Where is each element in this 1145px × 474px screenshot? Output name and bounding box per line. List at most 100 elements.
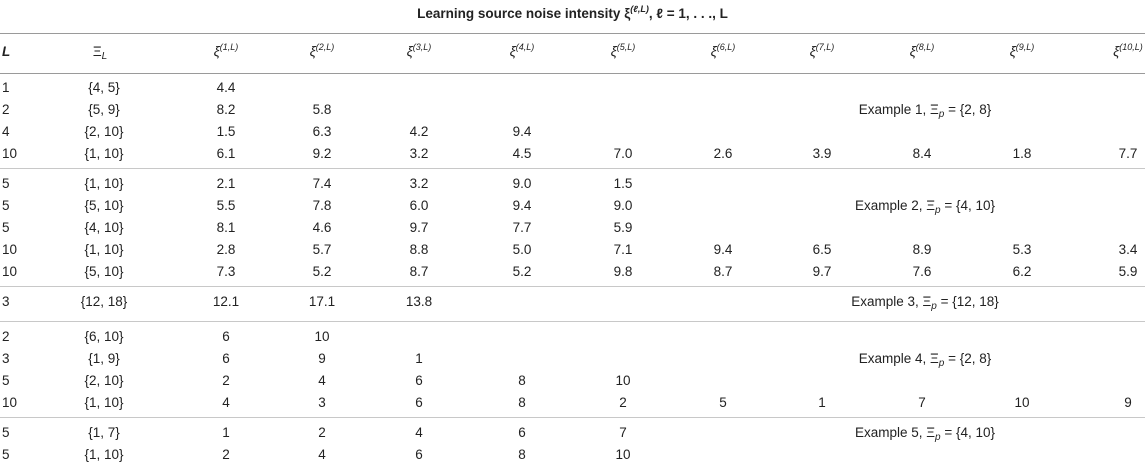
cell-xi-2: 10 [314,329,330,344]
cell-L: 5 [2,425,10,440]
cell-xi-5: 7 [619,425,627,440]
example-text: Example 3, Ξ [851,294,932,309]
cell-xi-5: 10 [615,447,631,462]
cell-xi-10: 5.9 [1118,264,1138,279]
cell-xi-5: 5.9 [613,220,633,235]
example-sub: p [931,301,937,312]
cell-xi-3: 6 [415,373,423,388]
header-xi-symbol: ξ [509,44,516,59]
caption-text: Learning source noise intensity ξ [417,6,631,21]
header-xi-sup: (1,L) [219,42,239,52]
example-sub: p [938,109,945,120]
cell-xi-5: 1.5 [613,176,633,191]
example-label: Example 1, Ξp = {2, 8} [859,102,992,120]
caption-rule [0,33,1145,34]
header-xi-sup: (10,L) [1119,42,1143,52]
cell-xi-2: 3 [318,395,326,410]
group-divider [0,286,1145,287]
example-label: Example 5, Ξp = {4, 10} [854,425,995,443]
cell-xi-7: 3.9 [812,146,832,161]
cell-xi-6: 9.4 [713,242,733,257]
cell-xi-3: 4 [415,425,423,440]
cell-xi-1: 1.5 [216,124,236,139]
cell-xi-1: 2 [222,373,230,388]
cell-L: 3 [2,351,10,366]
cell-xi-8: 7.6 [912,264,932,279]
cell-L: 10 [2,242,18,257]
cell-L: 5 [2,198,10,213]
header-xi-2: ξ(2,L) [310,42,335,60]
cell-Xi: {4, 10} [84,220,124,235]
table-caption: Learning source noise intensity ξ(ℓ,L), … [0,5,1145,22]
header-xi-sup: (3,L) [412,42,432,52]
header-xi-3: ξ(3,L) [407,42,432,60]
cell-L: 10 [2,264,18,279]
cell-xi-1: 8.2 [216,102,236,117]
cell-xi-3: 3.2 [409,146,429,161]
cell-xi-2: 6.3 [312,124,332,139]
header-Xi-symbol: Ξ [92,44,102,59]
example-value: = {4, 10} [940,198,996,213]
cell-xi-1: 5.5 [216,198,236,213]
cell-L: 10 [2,395,18,410]
cell-xi-1: 6.1 [216,146,236,161]
cell-xi-7: 1 [818,395,826,410]
cell-xi-1: 6 [222,351,230,366]
cell-L: 2 [2,329,10,344]
cell-xi-3: 3.2 [409,176,429,191]
cell-xi-2: 4 [318,373,326,388]
group-divider [0,168,1145,169]
cell-L: 5 [2,176,10,191]
cell-xi-3: 8.8 [409,242,429,257]
header-xi-sup: (4,L) [515,42,535,52]
example-text: Example 2, Ξ [854,198,936,213]
cell-xi-4: 9.0 [512,176,532,191]
group-divider [0,417,1145,418]
example-value: = {12, 18} [936,294,999,309]
header-xi-symbol: ξ [610,44,617,59]
cell-xi-2: 9.2 [312,146,332,161]
header-xi-sup: (5,L) [616,42,636,52]
group-divider [0,321,1145,322]
cell-xi-7: 9.7 [812,264,832,279]
header-xi-symbol: ξ [909,44,916,59]
cell-xi-1: 1 [222,425,230,440]
example-sub: p [935,205,941,216]
cell-L: 1 [2,80,10,95]
header-xi-sup: (8,L) [915,42,935,52]
cell-Xi: {12, 18} [80,294,128,309]
header-xi-10: ξ(10,L) [1113,42,1143,60]
header-xi-symbol: ξ [1009,44,1016,59]
cell-L: 3 [2,294,10,309]
header-Xi: ΞL [92,44,108,62]
example-text: Example 5, Ξ [854,425,936,440]
header-Xi-sub: L [101,51,108,62]
header-xi-sup: (6,L) [716,42,736,52]
cell-Xi: {2, 10} [84,373,124,388]
cell-xi-1: 12.1 [212,294,240,309]
cell-xi-10: 7.7 [1118,146,1138,161]
cell-xi-1: 4.4 [216,80,236,95]
cell-xi-5: 9.8 [613,264,633,279]
header-xi-7: ξ(7,L) [809,43,835,60]
cell-Xi: {1, 10} [84,395,124,410]
cell-xi-1: 4 [222,395,230,410]
cell-xi-6: 8.7 [713,264,733,279]
cell-Xi: {1, 9} [88,351,120,366]
caption-rest: , ℓ = 1, . . ., L [648,6,728,21]
example-label: Example 4, Ξp = {2, 8} [859,351,992,369]
cell-xi-5: 10 [615,373,631,388]
cell-xi-8: 8.9 [912,242,932,257]
cell-xi-9: 6.2 [1012,264,1032,279]
cell-L: 4 [2,124,10,139]
header-xi-4: ξ(4,L) [509,42,535,60]
cell-xi-1: 7.3 [216,264,236,279]
cell-L: 10 [2,146,18,161]
header-xi-sup: (2,L) [315,42,335,52]
header-xi-symbol: ξ [809,44,816,59]
cell-xi-2: 5.7 [312,242,332,257]
cell-xi-4: 9.4 [512,198,532,213]
cell-Xi: {4, 5} [88,80,120,95]
cell-xi-4: 7.7 [512,220,532,235]
header-rule [0,73,1145,74]
